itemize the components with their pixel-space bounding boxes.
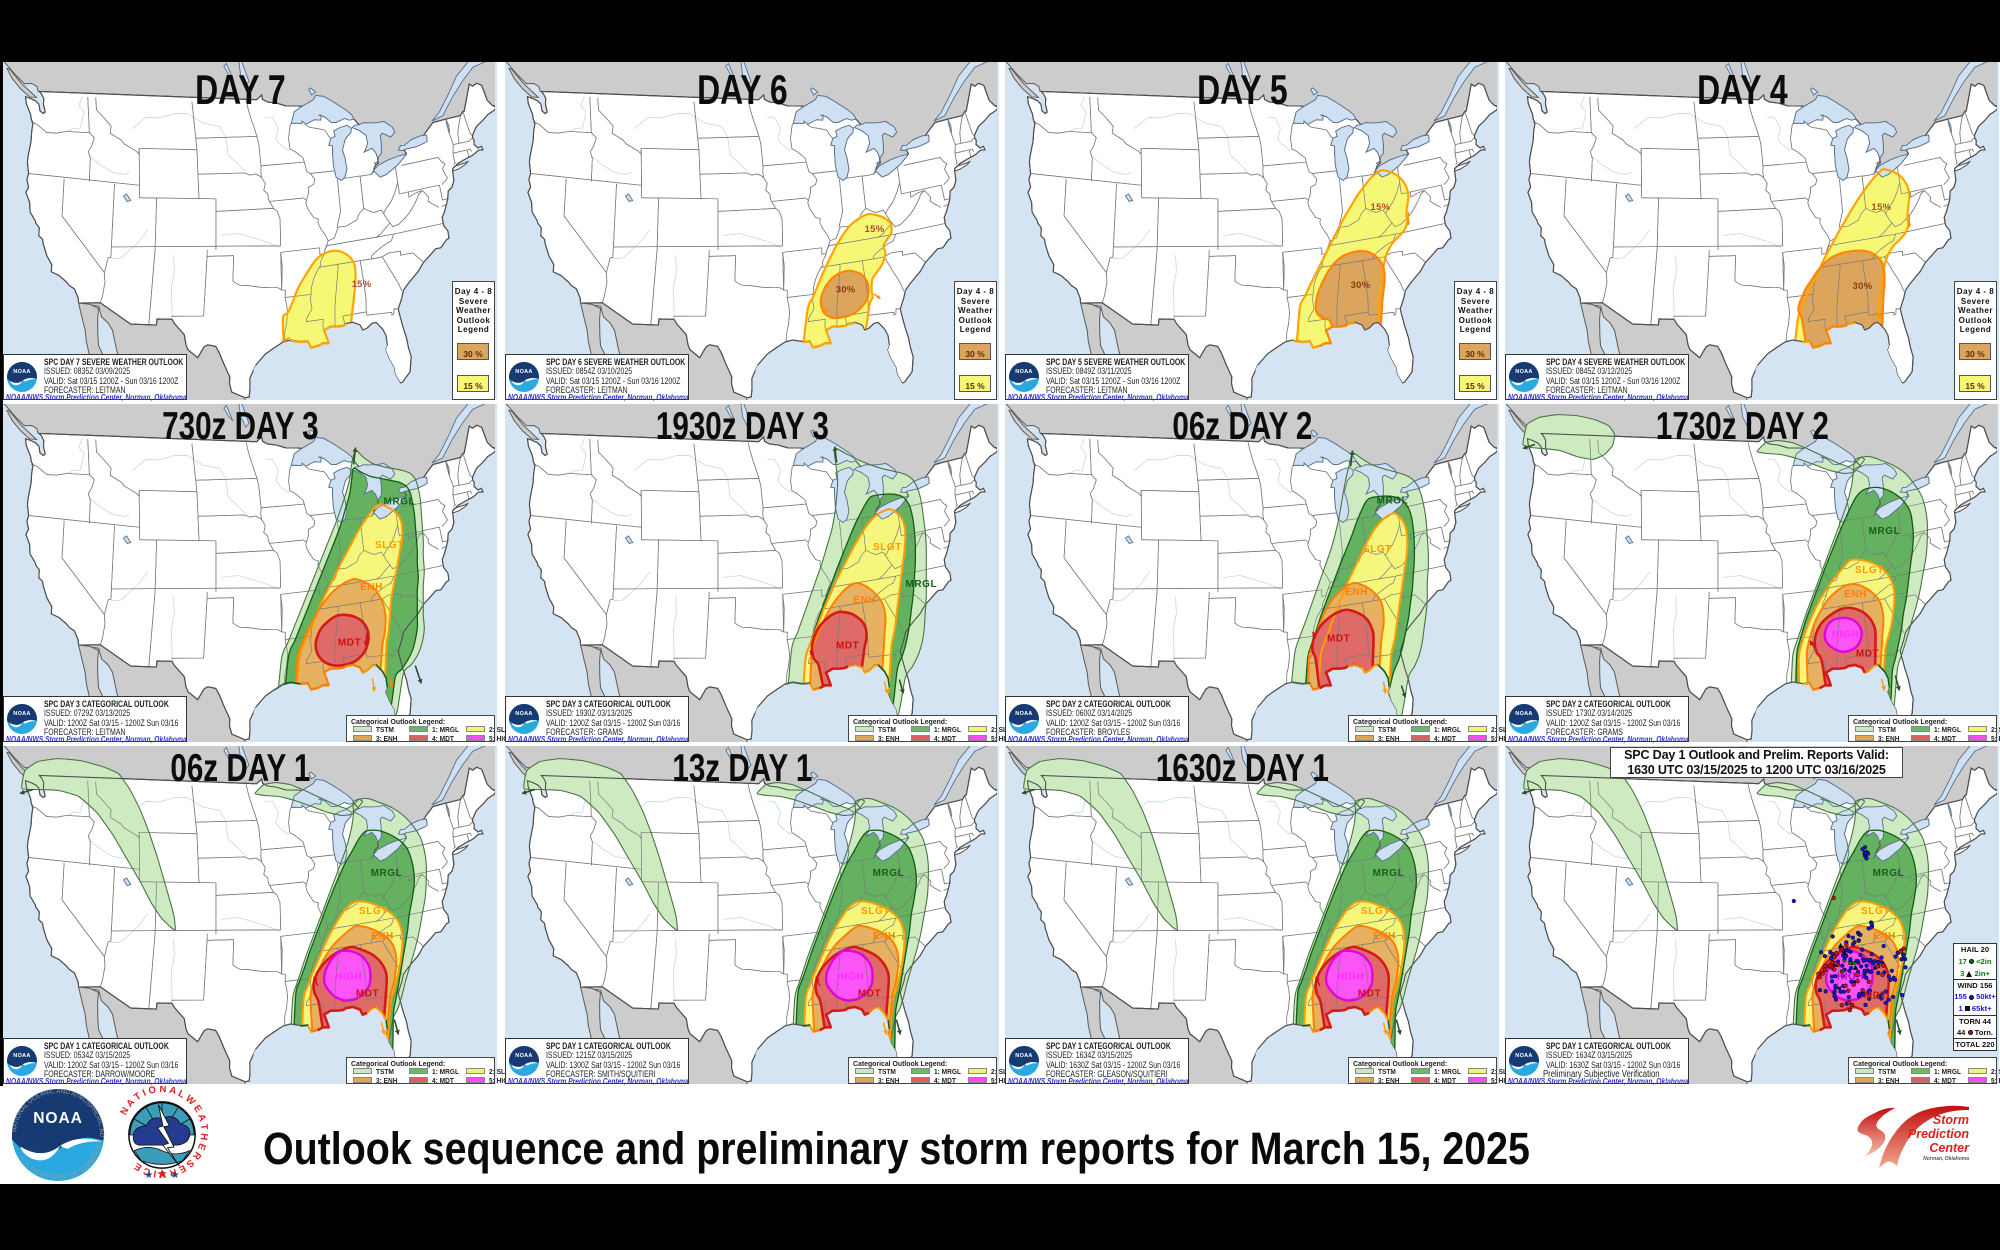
svg-text:15%: 15%: [1872, 202, 1892, 213]
svg-text:ENH: ENH: [1345, 587, 1368, 598]
svg-text:Storm: Storm: [1933, 1113, 1969, 1127]
svg-text:MDT: MDT: [1856, 649, 1879, 660]
svg-text:30%: 30%: [1853, 281, 1873, 292]
svg-text:MRGL: MRGL: [384, 496, 416, 507]
svg-text:SLGT: SLGT: [359, 906, 388, 917]
svg-text:NOAA: NOAA: [1515, 711, 1532, 717]
svg-text:MDT: MDT: [1864, 991, 1887, 1002]
svg-text:SLGT: SLGT: [873, 542, 902, 553]
svg-text:MDT: MDT: [356, 989, 379, 1000]
svg-text:MRGL: MRGL: [873, 868, 905, 879]
svg-text:NOAA: NOAA: [515, 1053, 532, 1059]
svg-text:SLGT: SLGT: [1861, 906, 1890, 917]
svg-text:MDT: MDT: [1327, 634, 1350, 645]
svg-text:NOAA: NOAA: [515, 711, 532, 717]
svg-text:SLGT: SLGT: [1363, 544, 1392, 555]
svg-text:ENH: ENH: [1373, 931, 1396, 942]
svg-text:ENH: ENH: [360, 582, 383, 593]
svg-text:NOAA: NOAA: [1015, 369, 1032, 375]
svg-text:SLGT: SLGT: [375, 540, 404, 551]
svg-text:MRGL: MRGL: [1377, 495, 1409, 506]
svg-text:HIGH: HIGH: [1337, 972, 1364, 983]
svg-text:MDT: MDT: [338, 638, 361, 649]
svg-text:ENH: ENH: [873, 931, 896, 942]
svg-text:HIGH: HIGH: [1837, 972, 1864, 983]
svg-text:NOAA: NOAA: [13, 1053, 30, 1059]
svg-text:★ ★ ★: ★ ★ ★: [144, 1166, 179, 1181]
svg-text:MRGL: MRGL: [1869, 526, 1901, 537]
svg-text:ENH: ENH: [1873, 931, 1896, 942]
svg-text:Norman, Oklahoma: Norman, Oklahoma: [1923, 1156, 1969, 1162]
svg-text:15%: 15%: [865, 224, 885, 235]
svg-text:NOAA: NOAA: [515, 369, 532, 375]
svg-text:NOAA: NOAA: [1015, 1053, 1032, 1059]
svg-text:ENH: ENH: [371, 931, 394, 942]
svg-text:NOAA: NOAA: [13, 711, 30, 717]
svg-text:Prediction: Prediction: [1908, 1127, 1969, 1141]
svg-text:ENH: ENH: [1844, 589, 1867, 600]
svg-text:SLGT: SLGT: [1361, 906, 1390, 917]
svg-text:HIGH: HIGH: [335, 972, 362, 983]
svg-text:Center: Center: [1929, 1141, 1970, 1155]
svg-text:NOAA: NOAA: [1515, 1053, 1532, 1059]
svg-text:NOAA: NOAA: [13, 369, 30, 375]
svg-text:NOAA: NOAA: [33, 1110, 83, 1127]
svg-text:MRGL: MRGL: [905, 579, 937, 590]
svg-text:SLGT: SLGT: [861, 906, 890, 917]
svg-text:HIGH: HIGH: [1832, 630, 1859, 641]
svg-text:NOAA: NOAA: [1015, 711, 1032, 717]
svg-text:MRGL: MRGL: [1373, 868, 1405, 879]
svg-text:15%: 15%: [1371, 202, 1391, 213]
svg-text:HIGH: HIGH: [837, 972, 864, 983]
svg-text:30%: 30%: [836, 285, 856, 296]
svg-text:MRGL: MRGL: [371, 868, 403, 879]
svg-text:15%: 15%: [352, 279, 372, 290]
svg-text:MDT: MDT: [836, 641, 859, 652]
svg-text:30%: 30%: [1351, 280, 1371, 291]
svg-text:NOAA: NOAA: [1515, 369, 1532, 375]
svg-text:MDT: MDT: [858, 989, 881, 1000]
svg-text:MDT: MDT: [1358, 989, 1381, 1000]
svg-text:ENH: ENH: [853, 595, 876, 606]
svg-text:SLGT: SLGT: [1855, 565, 1884, 576]
svg-text:MRGL: MRGL: [1873, 868, 1905, 879]
